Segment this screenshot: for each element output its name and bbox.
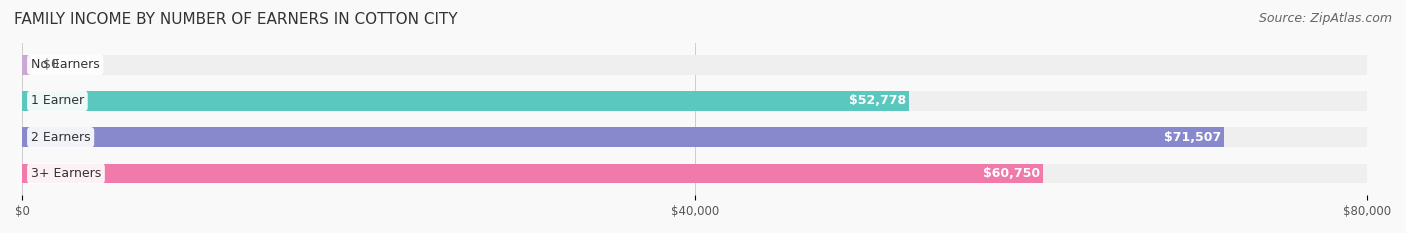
Bar bbox=[22, 164, 1367, 184]
Text: FAMILY INCOME BY NUMBER OF EARNERS IN COTTON CITY: FAMILY INCOME BY NUMBER OF EARNERS IN CO… bbox=[14, 12, 458, 27]
Bar bbox=[22, 55, 1367, 75]
Text: 2 Earners: 2 Earners bbox=[31, 131, 90, 144]
Text: $71,507: $71,507 bbox=[1164, 131, 1220, 144]
Text: No Earners: No Earners bbox=[31, 58, 100, 71]
Text: $0: $0 bbox=[42, 58, 59, 71]
Text: 1 Earner: 1 Earner bbox=[31, 95, 84, 107]
Text: 3+ Earners: 3+ Earners bbox=[31, 167, 101, 180]
Text: Source: ZipAtlas.com: Source: ZipAtlas.com bbox=[1258, 12, 1392, 25]
Text: $52,778: $52,778 bbox=[849, 95, 905, 107]
Bar bbox=[22, 127, 1367, 147]
Bar bbox=[22, 91, 910, 111]
Bar bbox=[22, 164, 1043, 184]
Bar bbox=[22, 91, 1367, 111]
Bar bbox=[22, 127, 1225, 147]
Bar bbox=[22, 55, 31, 75]
Text: $60,750: $60,750 bbox=[983, 167, 1040, 180]
